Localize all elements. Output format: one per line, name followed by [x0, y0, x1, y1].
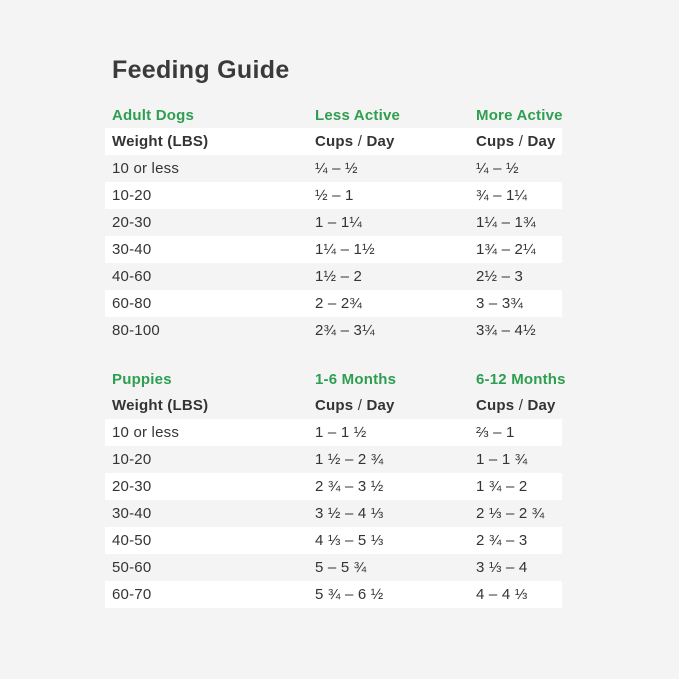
more-active-cell: 3¾ – 4½ [476, 322, 536, 339]
less-active-cell: ½ – 1 [315, 187, 354, 204]
months-6-12-cell: 2 ⅓ – 2 ¾ [476, 505, 545, 522]
weight-cell: 60-70 [112, 586, 152, 603]
more-active-cell: ¼ – ½ [476, 160, 519, 177]
slash-separator: / [518, 133, 524, 150]
table-row: 20-30 1 – 1¼ 1¼ – 1¾ [105, 209, 562, 236]
weight-cell: 10-20 [112, 187, 152, 204]
weight-cell: 10 or less [112, 160, 180, 177]
weight-header: Weight (LBS) [112, 133, 209, 150]
adult-section-header-row: Adult Dogs Less Active More Active [105, 104, 562, 128]
more-active-cell: 2½ – 3 [476, 268, 524, 285]
weight-cell: 20-30 [112, 478, 152, 495]
weight-cell: 20-30 [112, 214, 152, 231]
feeding-guide: Feeding Guide Adult Dogs Less Active Mor… [105, 0, 566, 608]
weight-cell: 40-50 [112, 532, 152, 549]
table-row: 50-60 5 – 5 ¾ 3 ⅓ – 4 [105, 554, 562, 581]
weight-cell: 50-60 [112, 559, 152, 576]
table-row: 60-80 2 – 2¾ 3 – 3¾ [105, 290, 562, 317]
months-1-6-cell: 2 ¾ – 3 ½ [315, 478, 384, 495]
months-1-6-cell: 5 – 5 ¾ [315, 559, 367, 576]
table-row: 10-20 ½ – 1 ¾ – 1¼ [105, 182, 562, 209]
weight-cell: 40-60 [112, 268, 152, 285]
weight-cell: 80-100 [112, 322, 160, 339]
cups-label: Cups [315, 397, 354, 414]
less-active-cell: 2¾ – 3¼ [315, 322, 375, 339]
adult-table-header-row: Weight (LBS) Cups / Day Cups / Day [105, 128, 562, 155]
adult-dogs-table: Adult Dogs Less Active More Active Weigh… [105, 104, 562, 344]
less-active-cell: 1¼ – 1½ [315, 241, 375, 258]
weight-cell: 10-20 [112, 451, 152, 468]
cups-per-day-header: Cups / Day [315, 128, 476, 155]
table-row: 40-60 1½ – 2 2½ – 3 [105, 263, 562, 290]
months-1-6-cell: 3 ½ – 4 ⅓ [315, 505, 384, 522]
months-1-6-cell: 4 ⅓ – 5 ⅓ [315, 532, 384, 549]
months-1-6-cell: 5 ¾ – 6 ½ [315, 586, 384, 603]
cups-per-day-header: Cups / Day [476, 128, 562, 155]
column-label-less-active: Less Active [315, 107, 401, 124]
day-label: Day [366, 397, 395, 414]
table-row: 60-70 5 ¾ – 6 ½ 4 – 4 ⅓ [105, 581, 562, 608]
months-1-6-cell: 1 ½ – 2 ¾ [315, 451, 384, 468]
months-6-12-cell: 3 ⅓ – 4 [476, 559, 528, 576]
day-label: Day [527, 397, 556, 414]
more-active-cell: 1¾ – 2¼ [476, 241, 536, 258]
table-row: 40-50 4 ⅓ – 5 ⅓ 2 ¾ – 3 [105, 527, 562, 554]
section-label-puppies: Puppies [112, 371, 172, 388]
months-6-12-cell: 1 ¾ – 2 [476, 478, 528, 495]
table-row: 30-40 1¼ – 1½ 1¾ – 2¼ [105, 236, 562, 263]
weight-cell: 10 or less [112, 424, 180, 441]
weight-cell: 30-40 [112, 505, 152, 522]
section-label-adult-dogs: Adult Dogs [112, 107, 194, 124]
column-label-6-12-months: 6-12 Months [476, 371, 566, 388]
day-label: Day [366, 133, 395, 150]
more-active-cell: 3 – 3¾ [476, 295, 524, 312]
less-active-cell: 1½ – 2 [315, 268, 363, 285]
day-label: Day [527, 133, 556, 150]
column-label-more-active: More Active [476, 107, 563, 124]
page-title: Feeding Guide [112, 56, 290, 84]
table-row: 10-20 1 ½ – 2 ¾ 1 – 1 ¾ [105, 446, 562, 473]
puppies-table-header-row: Weight (LBS) Cups / Day Cups / Day [105, 392, 562, 419]
cups-label: Cups [476, 133, 515, 150]
less-active-cell: ¼ – ½ [315, 160, 358, 177]
less-active-cell: 1 – 1¼ [315, 214, 363, 231]
table-row: 10 or less 1 – 1 ½ ⅔ – 1 [105, 419, 562, 446]
table-row: 20-30 2 ¾ – 3 ½ 1 ¾ – 2 [105, 473, 562, 500]
cups-label: Cups [476, 397, 515, 414]
puppies-section-header-row: Puppies 1-6 Months 6-12 Months [105, 368, 566, 392]
table-row: 80-100 2¾ – 3¼ 3¾ – 4½ [105, 317, 562, 344]
months-1-6-cell: 1 – 1 ½ [315, 424, 367, 441]
more-active-cell: ¾ – 1¼ [476, 187, 528, 204]
months-6-12-cell: 4 – 4 ⅓ [476, 586, 528, 603]
weight-cell: 60-80 [112, 295, 152, 312]
slash-separator: / [357, 397, 363, 414]
more-active-cell: 1¼ – 1¾ [476, 214, 536, 231]
puppies-table: Puppies 1-6 Months 6-12 Months Weight (L… [105, 368, 566, 608]
months-6-12-cell: 2 ¾ – 3 [476, 532, 528, 549]
cups-label: Cups [315, 133, 354, 150]
cups-per-day-header: Cups / Day [476, 392, 562, 419]
column-label-1-6-months: 1-6 Months [315, 371, 397, 388]
cups-per-day-header: Cups / Day [315, 392, 476, 419]
slash-separator: / [518, 397, 524, 414]
table-row: 10 or less ¼ – ½ ¼ – ½ [105, 155, 562, 182]
months-6-12-cell: ⅔ – 1 [476, 424, 515, 441]
months-6-12-cell: 1 – 1 ¾ [476, 451, 528, 468]
weight-header: Weight (LBS) [112, 397, 209, 414]
less-active-cell: 2 – 2¾ [315, 295, 363, 312]
slash-separator: / [357, 133, 363, 150]
table-row: 30-40 3 ½ – 4 ⅓ 2 ⅓ – 2 ¾ [105, 500, 562, 527]
weight-cell: 30-40 [112, 241, 152, 258]
